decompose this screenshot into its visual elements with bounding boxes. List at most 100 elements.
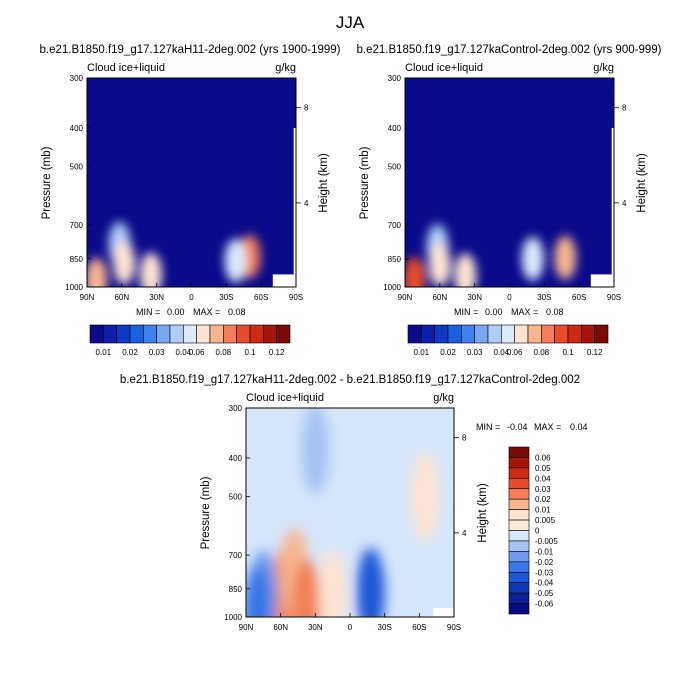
y-tick-label: 300 bbox=[229, 404, 243, 413]
plot-area: 90N 60N 30N 0 30S 60S 90S 300 400 500 700 850 1000 8 4 bbox=[65, 74, 309, 302]
panel-title: b.e21.B1850.f19_g17.127kaH11-2deg.002 - … bbox=[120, 374, 580, 386]
colorbar-swatch bbox=[103, 324, 117, 344]
x-tick-label: 90S bbox=[289, 293, 303, 302]
y-right-tick-label: 8 bbox=[304, 104, 309, 113]
colorbar-swatch bbox=[263, 324, 277, 344]
y-tick-label: 300 bbox=[70, 74, 84, 83]
x-tick-label: 0 bbox=[507, 293, 512, 302]
x-tick-label: 90N bbox=[239, 623, 254, 632]
y-right-tick-label: 8 bbox=[622, 104, 627, 113]
min-label: MIN = bbox=[454, 307, 478, 317]
colorbar-swatch bbox=[567, 324, 582, 344]
colorbar-label: 0 bbox=[535, 527, 540, 536]
x-tick-label: 60S bbox=[254, 293, 268, 302]
max-label: MAX = bbox=[193, 307, 220, 317]
y-right-tick-label: 4 bbox=[462, 529, 467, 538]
colorbar-swatch bbox=[143, 324, 157, 344]
plot-area: 90N 60N 30N 0 30S 60S 90S 300 400 500 700 850 1000 8 4 bbox=[224, 404, 467, 632]
colorbar-swatch bbox=[421, 324, 435, 344]
y-tick-label: 700 bbox=[70, 221, 84, 230]
y-right-tick-label: 4 bbox=[304, 199, 309, 208]
colorbar-swatch bbox=[223, 324, 237, 344]
x-tick-label: 60N bbox=[114, 293, 129, 302]
y-tick-label: 1000 bbox=[383, 283, 401, 292]
figure-title: JJA bbox=[336, 13, 365, 32]
colorbar-swatch bbox=[474, 324, 489, 344]
colorbar-label: 0.04 bbox=[176, 348, 192, 357]
panel-difference: b.e21.B1850.f19_g17.127kaH11-2deg.002 - … bbox=[120, 374, 588, 632]
colorbar-swatch bbox=[508, 592, 530, 604]
colorbar-swatch bbox=[508, 551, 530, 563]
colorbar-swatch bbox=[116, 324, 131, 344]
x-tick-label: 60S bbox=[412, 623, 426, 632]
colorbar-label: -0.04 bbox=[535, 579, 554, 588]
colorbar-label: 0.02 bbox=[122, 348, 138, 357]
colorbar-swatch bbox=[514, 324, 529, 344]
colorbar-swatch bbox=[508, 467, 530, 479]
colorbar-label: 0.03 bbox=[149, 348, 165, 357]
colorbar-label: -0.01 bbox=[535, 547, 554, 556]
min-value: 0.00 bbox=[485, 307, 503, 317]
y-axis-label: Pressure (mb) bbox=[359, 146, 371, 219]
y-tick-label: 300 bbox=[388, 74, 402, 83]
y-right-tick-label: 4 bbox=[622, 199, 627, 208]
x-tick-label: 30S bbox=[378, 623, 392, 632]
y-tick-label: 1000 bbox=[224, 613, 242, 622]
colorbar-label: 0.03 bbox=[535, 485, 551, 494]
unit-label: g/kg bbox=[593, 62, 614, 74]
y-tick-label: 400 bbox=[388, 124, 402, 133]
variable-label: Cloud ice+liquid bbox=[405, 62, 483, 74]
colorbar-swatch bbox=[169, 324, 184, 344]
x-tick-label: 0 bbox=[189, 293, 194, 302]
colorbar-swatch bbox=[407, 324, 422, 344]
max-value: 0.08 bbox=[228, 307, 246, 317]
y-tick-label: 400 bbox=[229, 454, 243, 463]
field-feature bbox=[139, 252, 162, 287]
colorbar-swatch bbox=[89, 324, 104, 344]
y-tick-label: 700 bbox=[388, 221, 402, 230]
colorbar-label: 0.12 bbox=[269, 348, 285, 357]
colorbar-swatch bbox=[508, 530, 530, 542]
x-tick-label: 90S bbox=[447, 623, 461, 632]
x-tick-label: 60N bbox=[432, 293, 447, 302]
max-label: MAX = bbox=[534, 422, 561, 432]
colorbar-label: 0.005 bbox=[535, 516, 556, 525]
colorbar-label: 0.1 bbox=[562, 348, 574, 357]
colorbar-swatch bbox=[487, 324, 502, 344]
colorbar-swatch bbox=[508, 540, 530, 552]
colorbar-label: 0.1 bbox=[244, 348, 256, 357]
max-value: 0.04 bbox=[570, 422, 588, 432]
colorbar-swatch bbox=[508, 571, 530, 583]
colorbar-label: 0.08 bbox=[216, 348, 232, 357]
min-label: MIN = bbox=[136, 307, 160, 317]
y-right-tick-label: 8 bbox=[462, 434, 467, 443]
colorbar-label: -0.005 bbox=[535, 537, 558, 546]
colorbar-label: 0.05 bbox=[535, 464, 551, 473]
panel-control: b.e21.B1850.f19_g17.127kaControl-2deg.00… bbox=[357, 44, 662, 317]
min-value: -0.04 bbox=[507, 422, 528, 432]
field-feature bbox=[428, 242, 451, 287]
y-tick-label: 1000 bbox=[65, 283, 83, 292]
colorbar-swatch bbox=[508, 457, 530, 469]
colorbar-swatch bbox=[461, 324, 475, 344]
x-tick-label: 90S bbox=[607, 293, 621, 302]
terrain-mask bbox=[293, 127, 296, 275]
field-feature bbox=[318, 549, 347, 617]
x-tick-label: 30S bbox=[537, 293, 551, 302]
y-tick-label: 500 bbox=[70, 163, 84, 172]
colorbar-swatch bbox=[554, 324, 569, 344]
colorbar-swatch bbox=[508, 498, 530, 510]
colorbar-label: 0.04 bbox=[535, 474, 551, 483]
colorbar-label: 0.01 bbox=[96, 348, 112, 357]
y-tick-label: 850 bbox=[229, 585, 243, 594]
y-tick-label: 700 bbox=[229, 551, 243, 560]
field-feature bbox=[521, 236, 544, 281]
colorbar-label: -0.03 bbox=[535, 568, 554, 577]
max-value: 0.08 bbox=[546, 307, 564, 317]
colorbar-swatch bbox=[508, 509, 530, 521]
colorbar-label: -0.05 bbox=[535, 589, 554, 598]
colorbar-label: 0.01 bbox=[414, 348, 430, 357]
colorbar-label: 0.03 bbox=[467, 348, 483, 357]
terrain-mask bbox=[590, 274, 614, 287]
